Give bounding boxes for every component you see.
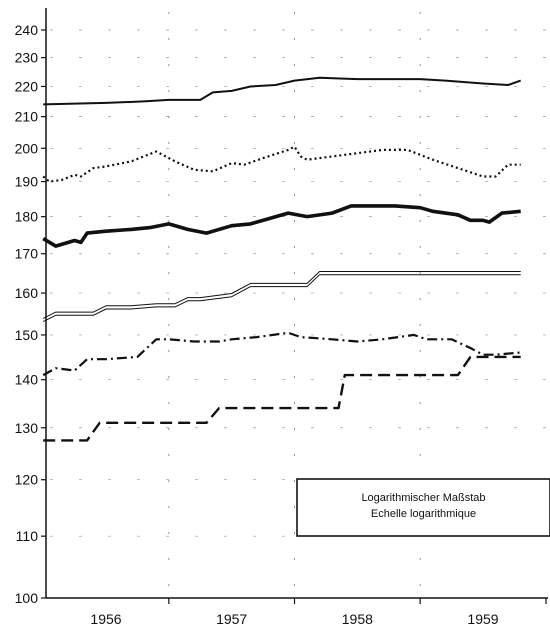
axes <box>41 8 548 604</box>
y-tick-label-200: 200 <box>15 140 39 156</box>
y-tick-label-180: 180 <box>15 209 39 225</box>
legend-line-1: Logarithmischer Maßstab <box>361 492 485 504</box>
y-tick-label-120: 120 <box>15 472 39 488</box>
y-tick-label-150: 150 <box>15 327 39 343</box>
y-tick-label-100: 100 <box>15 590 39 606</box>
legend-line-2: Echelle logarithmique <box>371 508 476 520</box>
series-line-5 <box>42 331 521 377</box>
y-tick-label-240: 240 <box>15 22 39 38</box>
series-line-1 <box>43 76 522 106</box>
y-tick-label-170: 170 <box>15 246 39 262</box>
series-line-2 <box>42 145 521 183</box>
series-lines <box>42 76 522 442</box>
y-tick-label-130: 130 <box>15 420 39 436</box>
legend-box <box>296 478 550 537</box>
x-tick-label-1958: 1958 <box>342 611 373 627</box>
x-tick-label-1959: 1959 <box>467 611 498 627</box>
y-tick-label-160: 160 <box>15 285 39 301</box>
legend: Logarithmischer Maßstab Echelle logarithm… <box>296 478 550 537</box>
series-line-6 <box>43 355 521 442</box>
series-line-4-stroke-1 <box>42 271 521 319</box>
y-tick-label-220: 220 <box>15 78 39 94</box>
x-tick-label-1956: 1956 <box>90 611 121 627</box>
y-tick-label-190: 190 <box>15 174 39 190</box>
y-tick-label-210: 210 <box>15 109 39 125</box>
y-tick-label-140: 140 <box>15 372 39 388</box>
series-line-3 <box>42 204 521 248</box>
x-tick-label-1957: 1957 <box>216 611 247 627</box>
tick-labels: 100 110 120 130 140 150 160 170 180 190 200 210 220 2… <box>15 22 499 627</box>
y-tick-label-230: 230 <box>15 50 39 66</box>
series-line-4-stroke-2 <box>42 274 521 323</box>
y-tick-label-110: 110 <box>16 528 39 544</box>
